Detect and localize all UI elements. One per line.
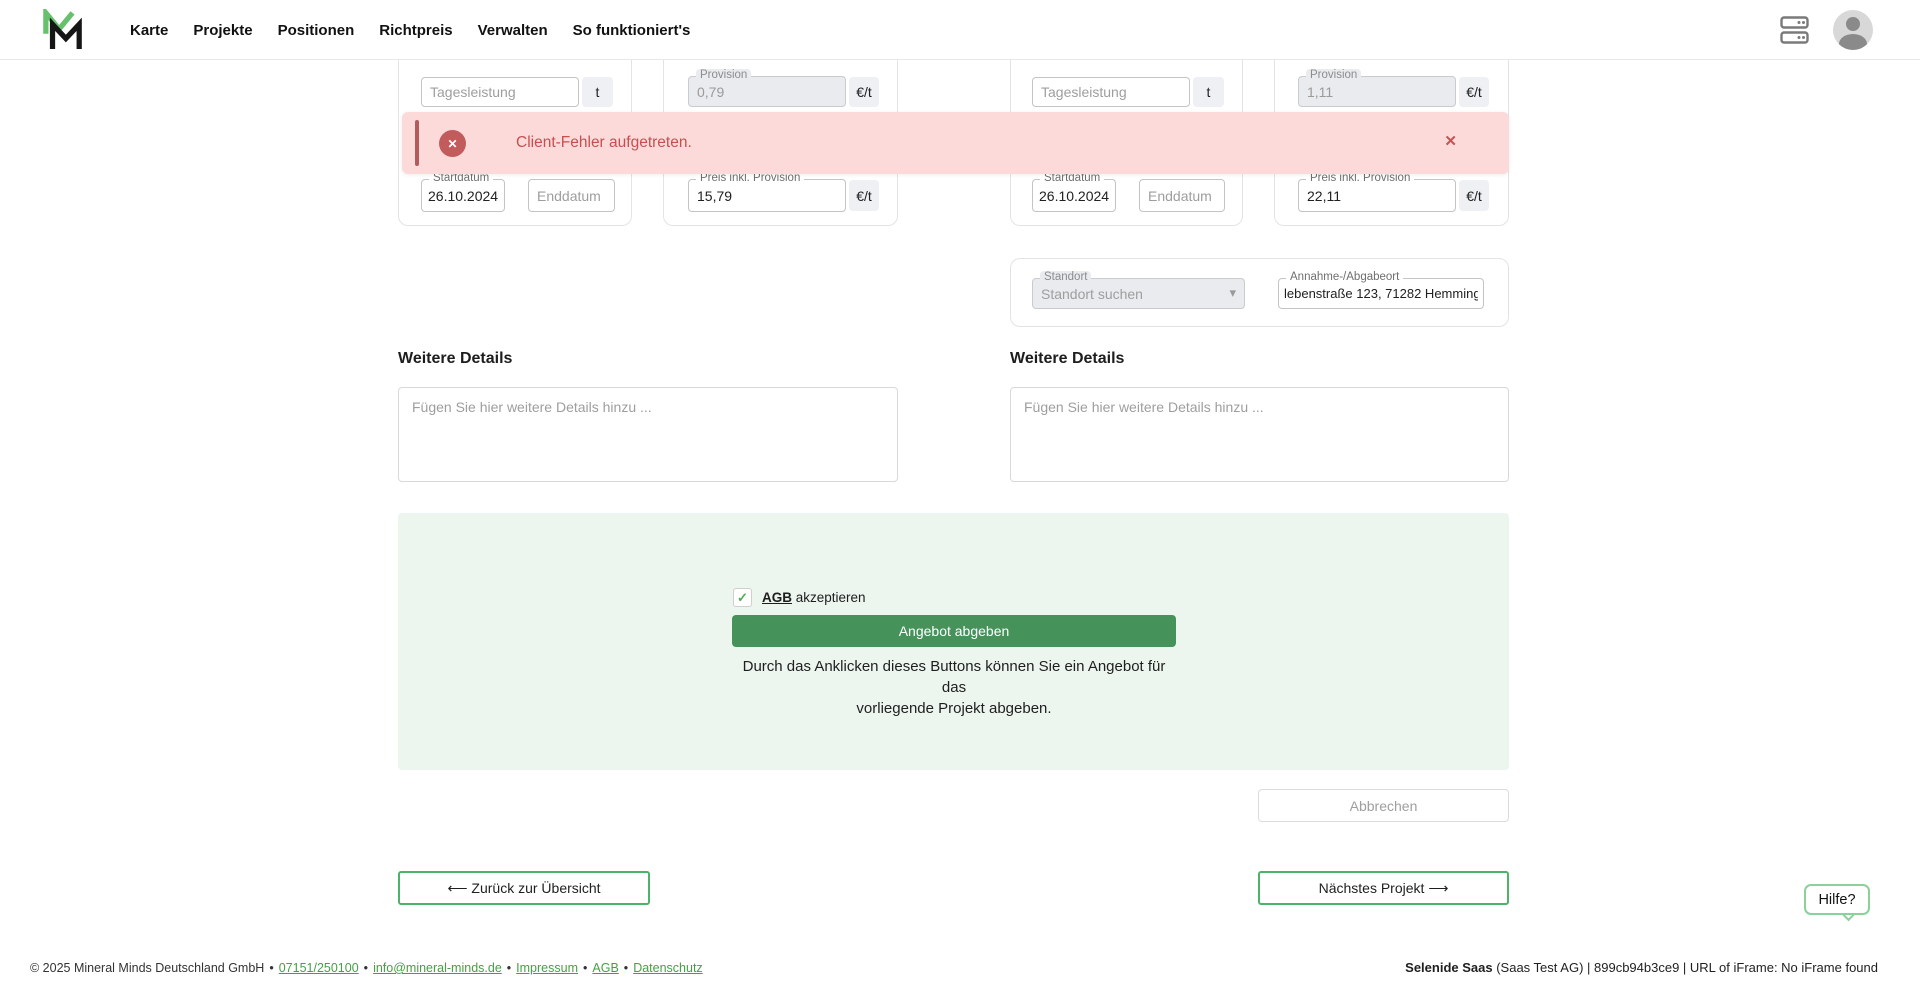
details-textarea-right-wrap [1010,387,1509,482]
preis-field-right: Preis inkl. Provision [1298,172,1456,212]
submit-hint: Durch das Anklicken dieses Buttons könne… [732,656,1176,719]
footer-link-datenschutz[interactable]: Datenschutz [633,961,703,975]
abgabeort-label: Annahme-/Abgabeort [1286,271,1404,284]
error-message: Client-Fehler aufgetreten. [516,134,692,151]
submit-offer-button[interactable]: Angebot abgeben [732,615,1176,647]
agb-link[interactable]: AGB [762,590,792,605]
tagesleistung-unit-left: t [582,77,613,107]
enddatum-input-right[interactable] [1140,180,1224,211]
server-rack-icon[interactable] [1780,16,1810,44]
nav-item-so-funktionierts[interactable]: So funktioniert's [572,21,691,39]
enddatum-field-left [528,179,615,212]
cancel-button[interactable]: Abbrechen [1258,789,1509,822]
submit-hint-line1: Durch das Anklicken dieses Buttons könne… [742,658,1166,696]
preis-input-left[interactable] [689,180,845,211]
details-heading-right: Weitere Details [1010,350,1125,367]
back-to-overview-label: Zurück zur Übersicht [471,879,601,896]
preis-unit-right: €/t [1459,180,1489,211]
error-close-icon[interactable]: ✕ [1444,133,1457,150]
provision-label-right: Provision [1306,69,1362,82]
details-textarea-right[interactable] [1011,388,1508,481]
avatar-body [1839,34,1867,50]
chevron-down-icon: ▾ [1229,285,1236,300]
footer-app-info: (Saas Test AG) | 899cb94b3ce9 | URL of i… [1492,960,1878,975]
footer-separator: • [506,961,512,975]
tagesleistung-unit-right: t [1193,77,1224,107]
tagesleistung-input-left[interactable] [422,78,578,106]
footer-separator: • [269,961,274,975]
tagesleistung-field-left [421,77,579,107]
agb-checkbox[interactable]: ✓ [733,588,752,607]
abgabeort-field: Annahme-/Abgabeort [1278,271,1484,309]
provision-label-left: Provision [696,69,752,82]
nav-item-positionen[interactable]: Positionen [277,21,355,39]
arrow-right-icon: ⟶ [1428,879,1449,896]
provision-unit-left: €/t [849,77,879,107]
footer-copyright: © 2025 Mineral Minds Deutschland GmbH [30,961,265,975]
footer-link-email[interactable]: info@mineral-minds.de [373,961,502,975]
startdatum-field-left: Startdatum [421,172,505,212]
provision-field-right: Provision [1298,69,1456,107]
enddatum-field-right [1139,179,1225,212]
footer-right: Selenide Saas (Saas Test AG) | 899cb94b3… [1405,960,1878,975]
footer-link-agb[interactable]: AGB [592,961,619,975]
preis-input-right[interactable] [1299,180,1455,211]
tagesleistung-field-right [1032,77,1190,107]
details-heading-left: Weitere Details [398,350,513,367]
startdatum-input-left[interactable] [422,180,504,211]
preis-field-left: Preis inkl. Provision [688,172,846,212]
user-avatar-icon[interactable] [1833,10,1873,50]
preis-label-right: Preis inkl. Provision [1306,172,1415,185]
provision-unit-right: €/t [1459,77,1489,107]
details-textarea-left-wrap [398,387,898,482]
tagesleistung-input-right[interactable] [1033,78,1189,106]
footer-link-impressum[interactable]: Impressum [516,961,578,975]
help-button[interactable]: Hilfe? [1804,884,1870,915]
top-nav-bar: Karte Projekte Positionen Richtpreis Ver… [0,0,1920,60]
footer-separator: • [363,961,369,975]
agb-label: AGB akzeptieren [762,590,866,605]
preis-unit-left: €/t [849,180,879,211]
footer-separator: • [583,961,588,975]
footer-link-phone[interactable]: 07151/250100 [278,961,359,975]
nav-item-karte[interactable]: Karte [130,21,169,39]
main-nav: Karte Projekte Positionen Richtpreis Ver… [130,0,690,60]
footer-app-name: Selenide Saas [1405,960,1493,975]
nav-item-verwalten[interactable]: Verwalten [477,21,548,39]
error-circle-icon: ✕ [439,130,466,157]
standort-field: Standort ▾ [1032,271,1245,309]
standort-label: Standort [1040,271,1092,284]
enddatum-input-left[interactable] [529,180,614,211]
startdatum-input-right[interactable] [1033,180,1115,211]
submit-hint-line2: vorliegende Projekt abgeben. [856,700,1052,717]
arrow-left-icon: ⟵ [447,879,468,896]
mineral-minds-logo-icon[interactable] [43,9,83,51]
agb-label-rest: akzeptieren [792,590,866,605]
footer-separator: • [623,961,629,975]
footer-left: © 2025 Mineral Minds Deutschland GmbH • 07… [30,961,703,975]
standort-card: Standort ▾ Annahme-/Abgabeort [1010,258,1509,327]
startdatum-label-left: Startdatum [429,172,494,185]
nav-item-projekte[interactable]: Projekte [193,21,253,39]
error-accent-bar [415,120,419,166]
error-banner: ✕ Client-Fehler aufgetreten. ✕ [402,112,1509,174]
details-textarea-left[interactable] [399,388,897,481]
submit-panel: ✓ AGB akzeptieren Angebot abgeben Durch … [398,513,1509,770]
preis-label-left: Preis inkl. Provision [696,172,805,185]
startdatum-label-right: Startdatum [1040,172,1105,185]
startdatum-field-right: Startdatum [1032,172,1116,212]
provision-field-left: Provision [688,69,846,107]
next-project-button[interactable]: Nächstes Projekt ⟶ [1258,871,1509,905]
nav-item-richtpreis[interactable]: Richtpreis [379,21,453,39]
next-project-label: Nächstes Projekt [1318,879,1425,896]
back-to-overview-button[interactable]: ⟵ Zurück zur Übersicht [398,871,650,905]
checkmark-icon: ✓ [737,589,748,605]
avatar-head [1846,17,1860,31]
